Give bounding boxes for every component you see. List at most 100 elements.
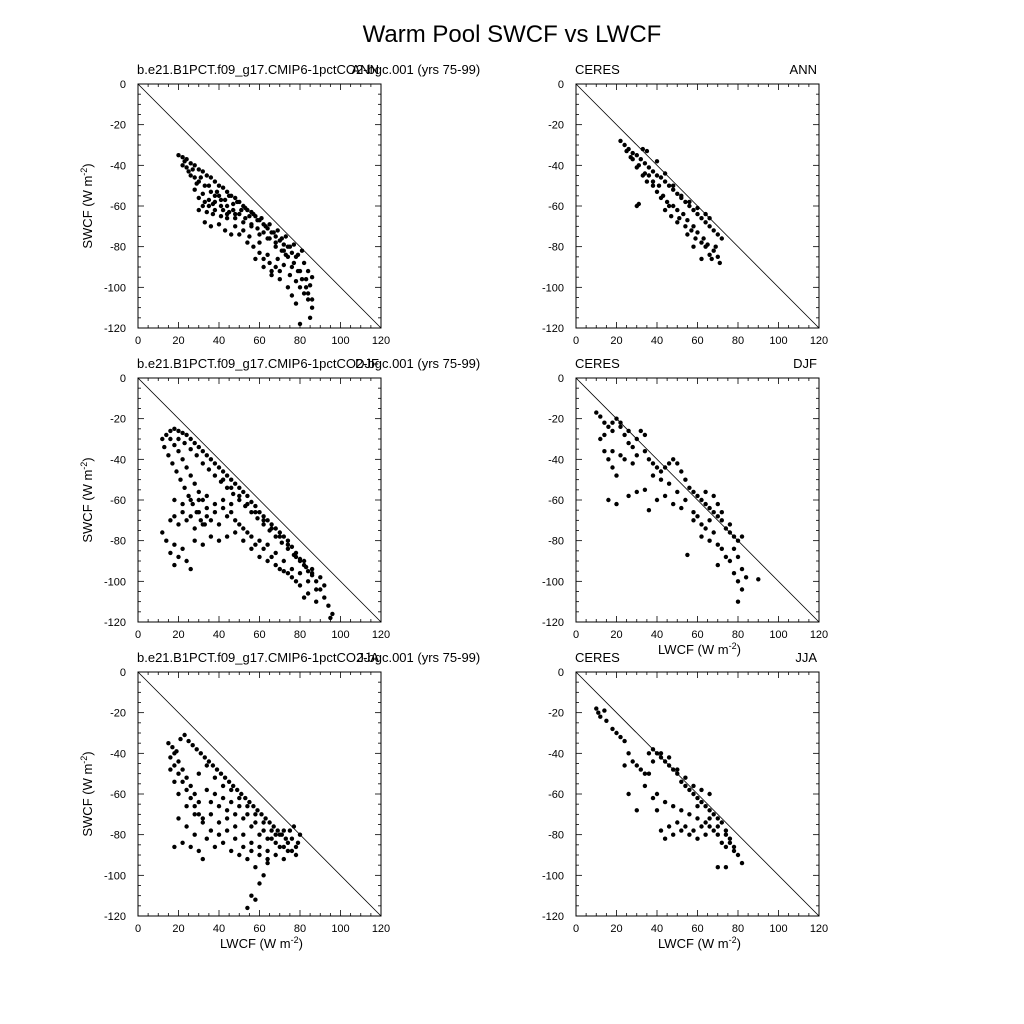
scatter-point <box>261 264 266 270</box>
scatter-point <box>281 534 286 539</box>
scatter-point <box>229 510 234 515</box>
scatter-point <box>241 228 246 233</box>
scatter-point <box>719 820 724 825</box>
scatter-point <box>192 812 197 817</box>
scatter-point <box>687 787 692 793</box>
scatter-point <box>170 461 175 466</box>
scatter-point <box>281 856 286 862</box>
x-tick-label: 100 <box>331 629 349 641</box>
scatter-point <box>245 501 250 507</box>
scatter-point <box>626 751 631 756</box>
scatter-point <box>249 824 254 829</box>
scatter-point <box>241 832 246 837</box>
scatter-point <box>200 203 205 209</box>
scatter-point <box>301 260 307 266</box>
scatter-point <box>305 579 311 584</box>
scatter-point <box>216 820 222 825</box>
y-tick-label: 0 <box>558 373 564 385</box>
x-tick-label: 0 <box>573 335 579 347</box>
scatter-point <box>669 214 674 219</box>
scatter-point <box>249 510 254 515</box>
scatter-point <box>212 791 218 797</box>
x-tick-label: 80 <box>294 335 306 347</box>
scatter-point <box>731 848 737 854</box>
scatter-point <box>307 315 313 320</box>
scatter-point <box>703 220 708 225</box>
scatter-point <box>297 832 303 837</box>
x-axis-label: LWCF (W m-2) <box>658 641 741 657</box>
y-tick-label: -40 <box>110 748 126 760</box>
scatter-point <box>291 260 297 266</box>
scatter-point <box>269 836 274 841</box>
scatter-point <box>233 195 238 201</box>
scatter-point <box>707 252 712 257</box>
x-tick-label: 40 <box>651 629 663 641</box>
scatter-point <box>204 493 209 499</box>
scatter-point <box>693 236 698 241</box>
scatter-point <box>289 250 295 255</box>
scatter-point <box>679 828 684 833</box>
scatter-point <box>208 457 214 462</box>
scatter-point <box>273 240 278 245</box>
scatter-point <box>176 771 181 776</box>
scatter-point <box>711 493 716 499</box>
scatter-point <box>610 726 615 732</box>
scatter-point <box>186 738 191 744</box>
scatter-point <box>273 234 278 239</box>
scatter-point <box>212 193 218 198</box>
scatter-point <box>703 804 708 809</box>
scatter-point <box>172 426 177 431</box>
scatter-point <box>318 587 323 592</box>
scatter-point <box>186 169 191 174</box>
scatter-point <box>212 510 218 515</box>
scatter-point <box>719 510 724 515</box>
scatter-point <box>610 465 615 470</box>
scatter-point <box>202 183 207 188</box>
scatter-point <box>184 775 189 780</box>
scatter-point <box>188 844 193 850</box>
scatter-point <box>293 852 299 858</box>
scatter-point <box>192 804 197 809</box>
scatter-point <box>675 489 680 495</box>
scatter-point <box>626 791 631 797</box>
scatter-point <box>289 264 295 270</box>
scatter-point <box>715 824 720 829</box>
scatter-point <box>237 493 242 499</box>
scatter-point <box>204 514 209 519</box>
scatter-point <box>255 516 260 521</box>
scatter-point <box>273 264 278 270</box>
scatter-point <box>695 795 700 801</box>
scatter-point <box>707 824 712 829</box>
scatter-point <box>666 763 672 768</box>
scatter-point <box>636 201 641 207</box>
x-tick-label: 40 <box>213 335 225 347</box>
y-tick-label: -40 <box>110 160 126 172</box>
scatter-point <box>594 410 599 415</box>
scatter-point <box>164 432 169 438</box>
scatter-point <box>642 449 648 454</box>
scatter-point <box>642 783 648 789</box>
scatter-point <box>188 783 193 789</box>
scatter-point <box>224 816 230 821</box>
scatter-point <box>265 252 270 257</box>
scatter-point <box>172 442 177 448</box>
scatter-point <box>658 751 664 756</box>
scatter-point <box>257 232 262 237</box>
scatter-point <box>287 828 293 833</box>
x-tick-label: 120 <box>810 629 828 641</box>
scatter-point <box>295 252 301 257</box>
scatter-point <box>679 469 684 474</box>
scatter-point <box>701 236 706 241</box>
y-tick-label: -80 <box>110 536 126 548</box>
scatter-point <box>646 771 652 776</box>
scatter-point <box>677 216 682 221</box>
scatter-point <box>174 469 179 474</box>
y-tick-label: -120 <box>104 617 126 629</box>
scatter-point <box>220 207 226 213</box>
scatter-point <box>295 268 301 274</box>
scatter-point <box>626 493 631 499</box>
scatter-points <box>618 138 724 266</box>
scatter-point <box>220 469 226 474</box>
scatter-point <box>658 175 664 180</box>
